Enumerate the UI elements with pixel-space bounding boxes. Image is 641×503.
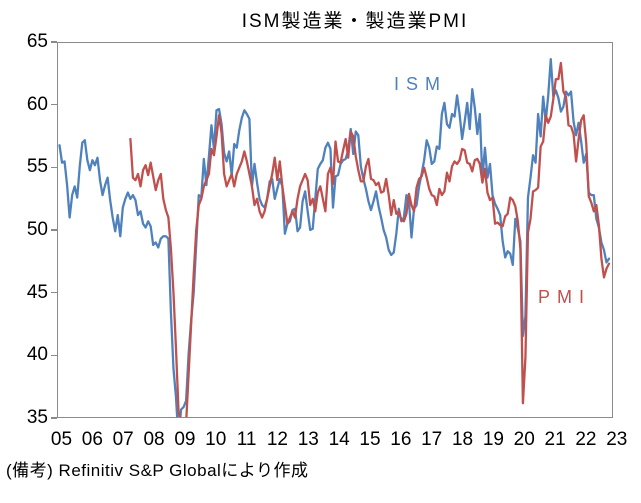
x-tick-label: 12 [266,429,289,450]
x-tick-label: 11 [236,429,257,450]
x-tick-label: 13 [297,429,319,450]
x-tick-label: 18 [451,429,474,450]
y-tick-label: 50 [26,219,48,240]
x-tick-label: 14 [328,429,350,450]
x-tick-label: 21 [544,429,566,450]
y-tick-mark [51,417,57,419]
pmi-series-label: PMI [538,287,592,307]
x-tick-label: 10 [205,429,227,450]
x-tick-label: 20 [513,429,535,450]
y-tick-label: 45 [26,281,48,303]
x-tick-label: 16 [390,429,412,450]
y-tick-label: 65 [26,31,48,52]
y-tick-label: 60 [26,93,48,115]
y-tick-mark [51,354,57,357]
y-tick-label: 55 [26,156,48,178]
ism-line [58,58,611,417]
x-tick-label: 08 [143,429,165,450]
chart-title: ISM製造業・製造業PMI [241,11,469,32]
x-tick-label: 05 [50,429,73,450]
y-tick-mark [51,41,57,43]
plot-area [57,42,613,418]
x-tick-label: 23 [606,429,628,450]
ism-series-label: ISM [394,74,448,94]
x-tick-label: 09 [174,429,196,450]
x-tick-label: 19 [482,429,504,450]
y-tick-label: 40 [26,344,48,366]
x-tick-label: 06 [81,429,103,450]
y-tick-label: 35 [26,407,48,428]
y-tick-mark [51,166,57,169]
pmi-line [129,61,611,417]
y-tick-mark [51,229,57,231]
x-tick-label: 22 [575,429,597,450]
x-tick-label: 15 [359,429,381,450]
y-tick-mark [51,291,57,294]
x-tick-label: 17 [421,429,443,450]
x-tick-label: 07 [112,429,134,450]
source-note: (備考) Refinitiv S&P Globalにより作成 [6,461,309,480]
y-tick-mark [51,103,57,106]
line-series-canvas [58,58,611,417]
